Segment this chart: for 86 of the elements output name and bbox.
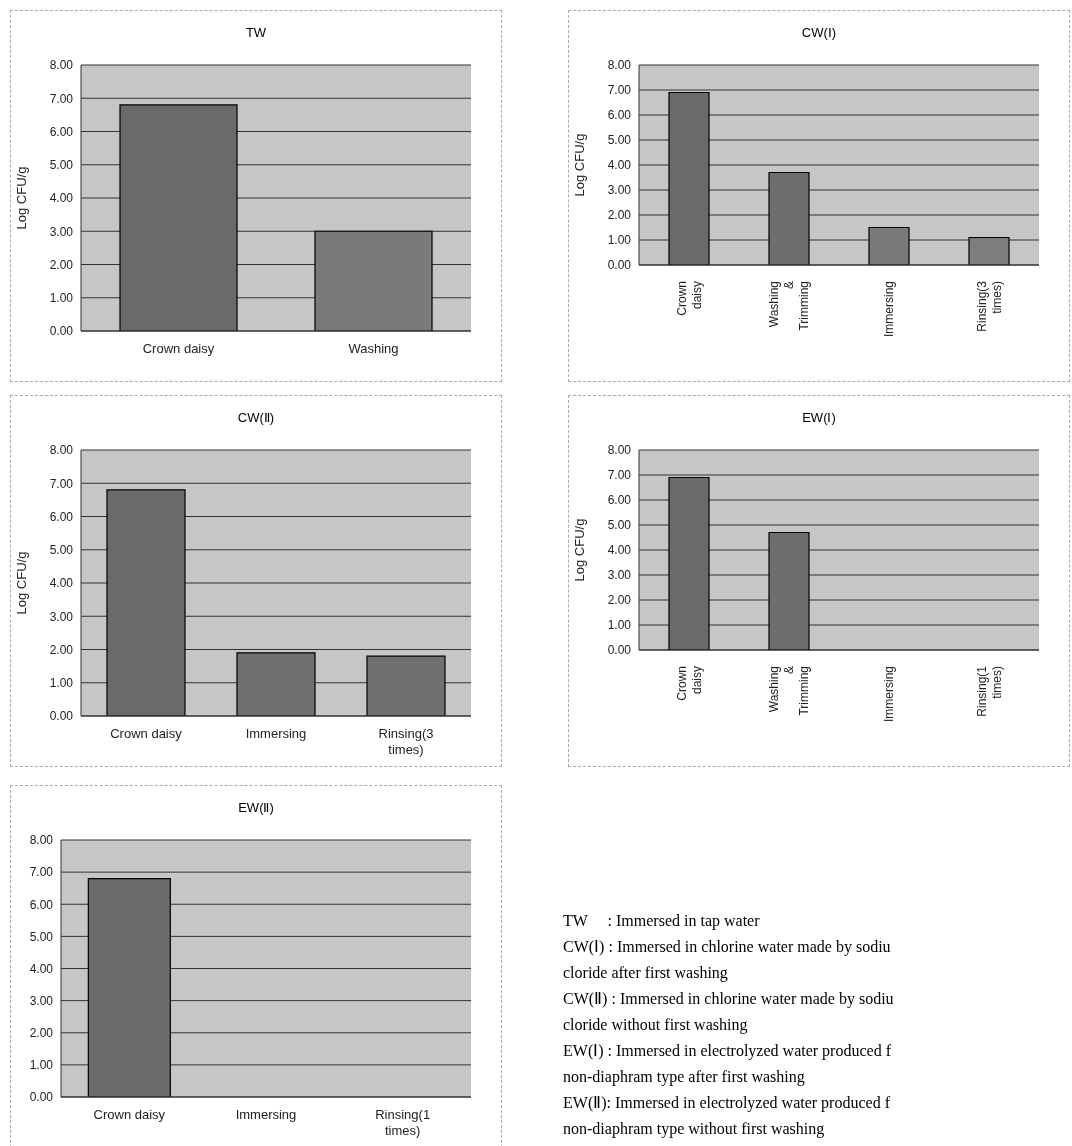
x-tick-label: Crown daisy	[110, 726, 183, 741]
y-tick-label: 2.00	[49, 257, 74, 272]
y-tick-label: 8.00	[607, 58, 632, 73]
text: CW(Ⅱ) : Immersed in chlorine water made by sodiu	[563, 989, 895, 1010]
y-tick-label: 7.00	[29, 865, 54, 880]
bar	[106, 489, 186, 716]
y-tick-label: 6.00	[607, 108, 632, 123]
y-tick-label: 4.00	[607, 543, 632, 558]
y-tick-label: 4.00	[49, 191, 74, 206]
text: EW(Ⅱ): Immersed in electrolyzed water produced f	[563, 1093, 891, 1114]
y-tick-label: 3.00	[29, 993, 54, 1008]
x-tick-label: Rinsing(3 times)	[378, 726, 434, 757]
y-tick-label: 2.00	[49, 642, 74, 657]
text: cloride without first washing	[563, 1015, 749, 1036]
chart-title: EW(Ⅱ)	[237, 800, 275, 817]
y-axis-title: Log CFU/g	[13, 551, 29, 615]
x-tick-label: Rinsing(3 times)	[974, 280, 1004, 332]
y-tick-label: 7.00	[607, 83, 632, 98]
y-tick-label: 8.00	[49, 58, 74, 73]
chart-title: TW	[244, 25, 268, 42]
x-tick-label: Rinsing(1 times)	[375, 1107, 431, 1138]
y-tick-label: 3.00	[607, 183, 632, 198]
y-tick-label: 8.00	[29, 833, 54, 848]
chart-title: EW(Ⅰ)	[801, 410, 837, 427]
y-tick-label: 7.00	[49, 476, 74, 491]
y-tick-label: 3.00	[607, 568, 632, 583]
x-tick-label: Crown daisy	[674, 666, 704, 701]
y-tick-label: 7.00	[607, 468, 632, 483]
y-tick-label: 6.00	[49, 509, 74, 524]
y-tick-label: 5.00	[49, 543, 74, 558]
bar	[236, 652, 316, 716]
y-tick-label: 1.00	[49, 676, 74, 691]
y-tick-label: 2.00	[29, 1026, 54, 1041]
y-tick-label: 4.00	[607, 158, 632, 173]
y-tick-label: 1.00	[29, 1058, 54, 1073]
x-tick-label: Washing	[348, 341, 399, 356]
y-tick-label: 5.00	[49, 158, 74, 173]
x-tick-label: Crown daisy	[142, 341, 215, 356]
x-tick-label: Immersing	[882, 666, 896, 723]
text: non-diaphram type without first washing	[563, 1119, 826, 1140]
y-tick-label: 6.00	[29, 897, 54, 912]
x-tick-label: Washing & Trimming	[767, 281, 811, 331]
y-tick-label: 2.00	[607, 593, 632, 608]
chart-title: CW(Ⅰ)	[800, 25, 838, 42]
text: EW(Ⅰ) : Immersed in electrolyzed water produced f	[563, 1041, 892, 1062]
x-tick-label: Crown daisy	[93, 1107, 166, 1122]
y-tick-label: 6.00	[49, 124, 74, 139]
y-tick-label: 8.00	[607, 443, 632, 458]
x-tick-label: Washing & Trimming	[767, 666, 811, 716]
y-tick-label: 1.00	[607, 233, 632, 248]
y-axis-title: Log CFU/g	[13, 166, 29, 230]
text: cloride after first washing	[563, 963, 729, 984]
y-tick-label: 0.00	[29, 1090, 54, 1105]
text: CW(Ⅰ) : Immersed in chlorine water made by sodiu	[563, 937, 892, 958]
y-tick-label: 0.00	[607, 258, 632, 273]
y-tick-label: 0.00	[49, 324, 74, 339]
y-tick-label: 5.00	[29, 929, 54, 944]
x-tick-label: Immersing	[882, 281, 896, 338]
y-axis-title: Log CFU/g	[571, 518, 587, 582]
y-tick-label: 2.00	[607, 208, 632, 223]
y-tick-label: 4.00	[29, 961, 54, 976]
y-tick-label: 1.00	[607, 618, 632, 633]
x-tick-label: Rinsing(1 times)	[974, 665, 1004, 717]
x-tick-label: Crown daisy	[674, 281, 704, 316]
y-tick-label: 8.00	[49, 443, 74, 458]
bar	[968, 236, 1010, 265]
text: non-diaphram type after first washing	[563, 1067, 806, 1088]
y-tick-label: 3.00	[49, 224, 74, 239]
y-tick-label: 5.00	[607, 518, 632, 533]
y-tick-label: 3.00	[49, 609, 74, 624]
y-tick-label: 1.00	[49, 291, 74, 306]
y-axis-title: Log CFU/g	[571, 133, 587, 197]
text: TW : Immersed in tap water	[563, 911, 761, 932]
y-tick-label: 0.00	[49, 709, 74, 724]
bar	[366, 655, 446, 716]
y-tick-label: 6.00	[607, 493, 632, 508]
bar	[868, 226, 910, 265]
y-tick-label: 7.00	[49, 91, 74, 106]
bar	[668, 91, 710, 265]
x-tick-label: Immersing	[245, 726, 307, 741]
y-tick-label: 5.00	[607, 133, 632, 148]
y-tick-label: 4.00	[49, 576, 74, 591]
x-tick-label: Immersing	[235, 1107, 297, 1122]
chart-title: CW(Ⅱ)	[236, 410, 276, 427]
y-tick-label: 0.00	[607, 643, 632, 658]
bar	[768, 171, 810, 265]
